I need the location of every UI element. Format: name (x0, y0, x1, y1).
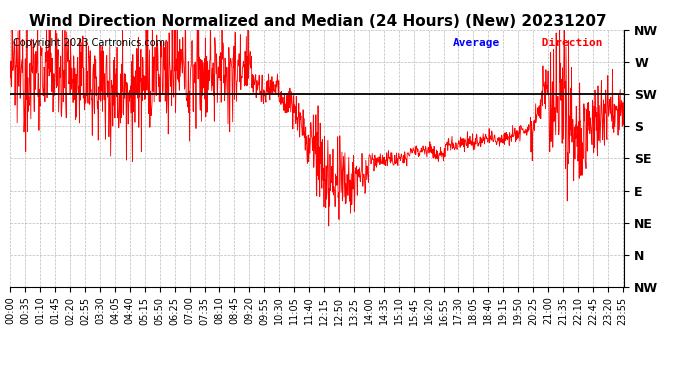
Text: Copyright 2023 Cartronics.com: Copyright 2023 Cartronics.com (13, 38, 166, 48)
Title: Wind Direction Normalized and Median (24 Hours) (New) 20231207: Wind Direction Normalized and Median (24… (28, 14, 607, 29)
Text: Average: Average (453, 38, 500, 48)
Text: Direction: Direction (535, 38, 603, 48)
